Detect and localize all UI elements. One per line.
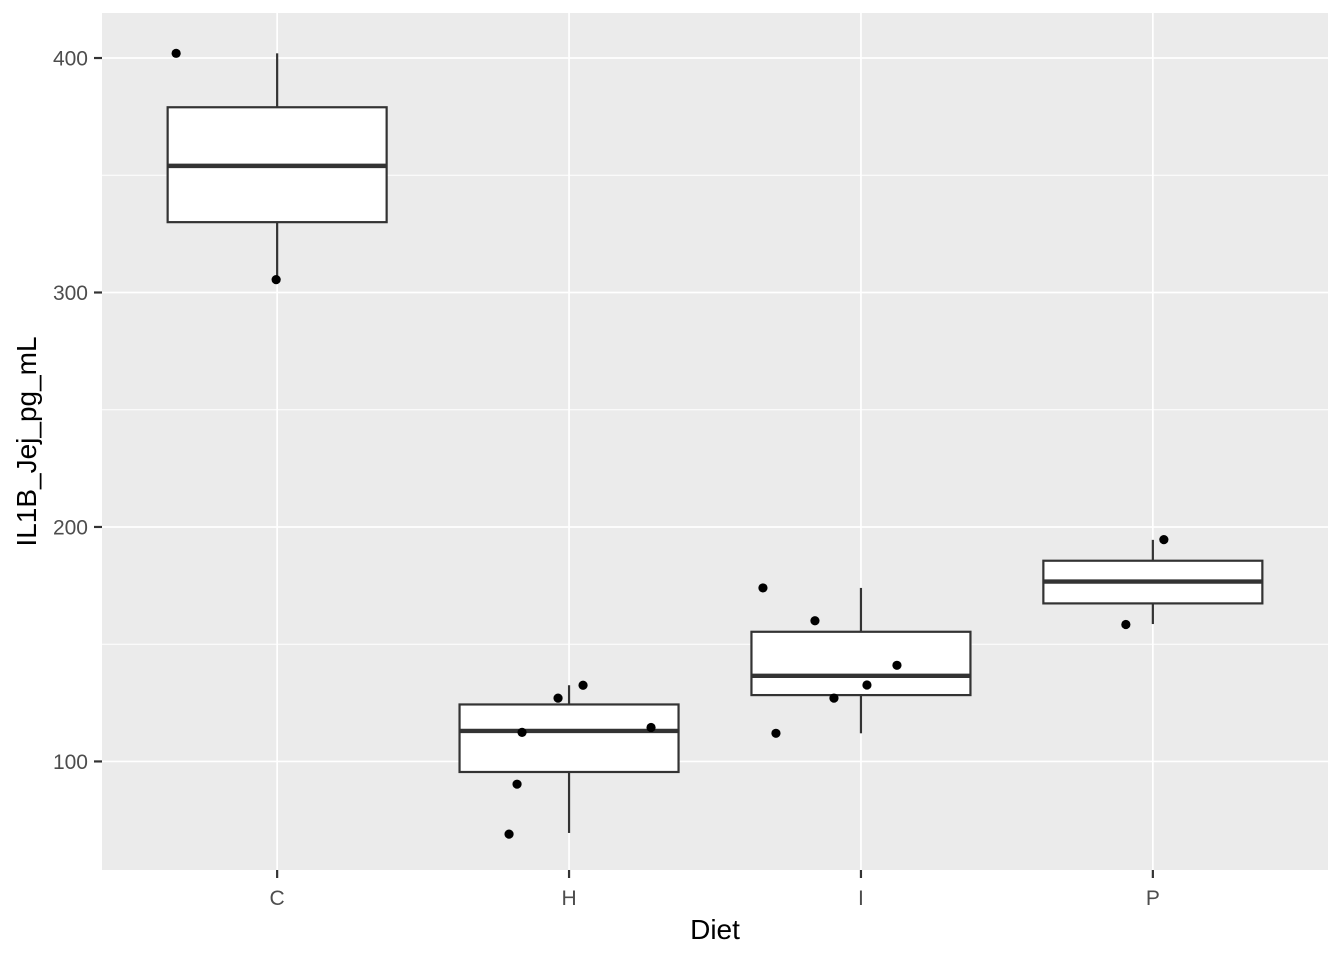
- y-tick-label: 100: [53, 751, 88, 774]
- jitter-point-P: [1121, 619, 1131, 630]
- jitter-point-H: [553, 693, 563, 703]
- x-tick-label-C: C: [270, 887, 285, 910]
- x-tick-label-H: H: [561, 887, 576, 910]
- jitter-point-C: [271, 274, 281, 285]
- x-axis-title: Diet: [690, 914, 740, 945]
- jitter-point-H: [512, 779, 522, 789]
- jitter-point-I: [892, 660, 902, 670]
- jitter-point-H: [578, 680, 588, 690]
- x-tick-label-I: I: [858, 887, 864, 910]
- jitter-point-I: [810, 616, 820, 626]
- jitter-point-I: [758, 583, 768, 593]
- y-axis-title: IL1B_Jej_pg_mL: [11, 336, 42, 546]
- jitter-point-I: [771, 728, 781, 738]
- chart-generated-layer: 100 200 300 400 C H I P: [53, 13, 1328, 910]
- jitter-point-C: [171, 48, 181, 58]
- y-tick-label: 200: [53, 516, 88, 539]
- y-tick-label: 300: [53, 282, 88, 305]
- jitter-point-P: [1159, 535, 1169, 545]
- box-I: [750, 630, 972, 697]
- jitter-point-I: [829, 693, 839, 703]
- jitter-point-I: [862, 680, 872, 690]
- jitter-point-H: [646, 722, 656, 733]
- jitter-point-H: [517, 727, 527, 737]
- y-tick-label: 400: [53, 48, 88, 71]
- jitter-point-H: [504, 829, 514, 839]
- x-tick-label-P: P: [1146, 887, 1160, 910]
- box-H: [458, 703, 680, 774]
